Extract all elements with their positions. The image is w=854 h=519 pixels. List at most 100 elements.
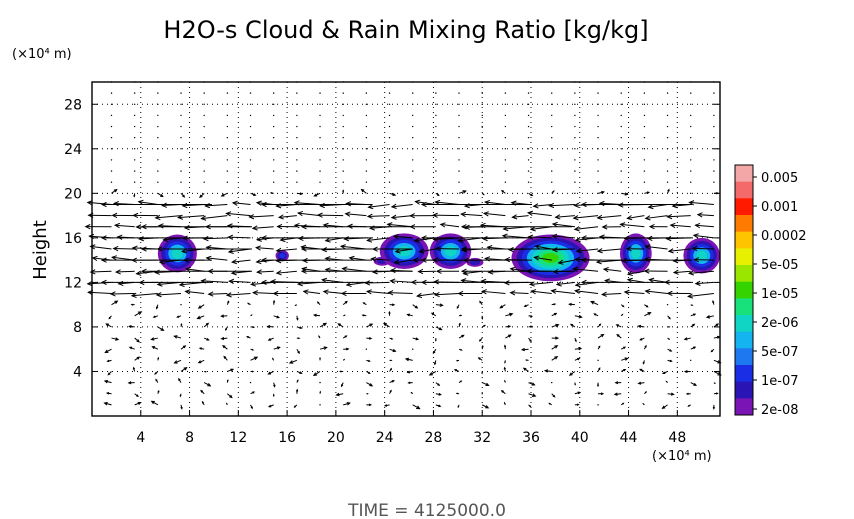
wind-vector-head	[596, 214, 603, 221]
wind-vector	[342, 92, 344, 94]
wind-vector	[342, 148, 344, 150]
wind-vector-head	[407, 381, 411, 385]
wind-vector-head	[256, 269, 263, 275]
wind-vector-head	[574, 383, 576, 386]
wind-vector-head	[626, 277, 633, 283]
wind-vector-head	[251, 225, 258, 231]
wind-vector-head	[207, 291, 214, 297]
wind-vector	[174, 335, 182, 339]
wind-vector-head	[624, 357, 629, 361]
wind-vector-head	[554, 356, 559, 360]
wind-vector	[552, 235, 575, 239]
wind-vector-head	[132, 212, 139, 219]
wind-vector-head	[481, 235, 488, 242]
wind-vector-head	[551, 221, 558, 228]
wind-vector	[249, 92, 252, 94]
wind-vector-head	[483, 324, 486, 327]
wind-vector	[419, 248, 436, 253]
wind-vector-head	[368, 359, 371, 362]
wind-vector-head	[715, 392, 719, 395]
wind-vector	[624, 291, 645, 295]
wind-vector-head	[100, 257, 107, 263]
wind-vector	[110, 170, 113, 172]
y-unit-label: (×10⁴ m)	[12, 47, 72, 62]
wind-vector-head	[621, 257, 627, 264]
wind-vector-head	[299, 326, 303, 330]
wind-vector-head	[431, 212, 438, 218]
colorbar-label: 0.005	[761, 171, 798, 186]
wind-vector	[690, 170, 692, 172]
wind-vector	[690, 125, 692, 128]
wind-vector	[134, 311, 142, 317]
wind-vector-head	[253, 193, 257, 196]
wind-vector	[597, 148, 599, 150]
colorbar-label: 0.001	[761, 200, 798, 215]
wind-vector	[549, 203, 575, 207]
colorbar-frame	[734, 164, 754, 416]
wind-vector	[620, 170, 622, 172]
wind-vector-head	[435, 268, 442, 274]
wind-vector-head	[131, 245, 138, 251]
wind-vector-head	[251, 370, 255, 373]
wind-vector-head	[157, 356, 160, 360]
cloud-contour	[171, 248, 183, 259]
wind-vector	[574, 92, 576, 94]
wind-vector-head	[532, 393, 537, 397]
wind-vector-head	[226, 379, 229, 382]
wind-vector	[644, 312, 651, 317]
wind-vector-head	[550, 288, 557, 294]
colorbar-swatch	[735, 365, 753, 383]
wind-vector-head	[644, 215, 651, 221]
wind-vector	[203, 237, 228, 240]
wind-vector-head	[712, 300, 715, 303]
wind-vector	[412, 181, 414, 183]
wind-vector-head	[404, 357, 410, 362]
wind-vector	[670, 224, 691, 228]
wind-vector-head	[455, 359, 459, 362]
wind-vector-head	[552, 190, 555, 193]
wind-vector-head	[601, 224, 608, 230]
colorbar-label: 5e-05	[761, 258, 799, 273]
wind-vector-head	[435, 246, 441, 252]
wind-vector-head	[382, 322, 387, 327]
wind-vector	[690, 359, 692, 362]
wind-vector	[504, 181, 507, 183]
wind-vector	[512, 215, 529, 218]
wind-vector-head	[693, 257, 700, 263]
wind-vector-head	[115, 337, 120, 341]
wind-vector	[342, 181, 344, 183]
colorbar-swatch	[735, 348, 753, 366]
wind-vector-head	[575, 248, 582, 254]
wind-vector-head	[600, 333, 605, 338]
wind-vector-head	[220, 336, 225, 341]
wind-vector	[481, 103, 483, 105]
wind-vector-head	[205, 322, 210, 326]
wind-vector-head	[276, 315, 281, 319]
wind-vector-head	[299, 192, 304, 196]
wind-vector-head	[323, 346, 328, 350]
wind-vector-head	[688, 270, 694, 276]
wind-vector-head	[438, 327, 443, 331]
wind-vector	[110, 92, 113, 94]
wind-vector-head	[295, 388, 299, 392]
wind-vector	[90, 270, 112, 273]
wind-vector-head	[197, 360, 202, 364]
wind-vector-head	[346, 223, 353, 229]
wind-vector	[551, 324, 559, 328]
wind-vector	[367, 290, 390, 295]
wind-vector-head	[299, 371, 303, 374]
colorbar-swatch	[735, 165, 753, 183]
wind-vector-head	[439, 303, 444, 307]
wind-vector	[319, 103, 321, 105]
wind-vector	[527, 170, 530, 172]
wind-vector	[319, 159, 321, 161]
wind-vector-head	[246, 336, 249, 339]
wind-vector-head	[84, 224, 91, 230]
wind-vector-head	[525, 359, 528, 362]
wind-vector	[319, 125, 321, 128]
wind-vector-head	[477, 357, 481, 360]
wind-vector-head	[648, 277, 655, 283]
wind-vector	[272, 92, 275, 94]
wind-vector-head	[574, 256, 581, 263]
